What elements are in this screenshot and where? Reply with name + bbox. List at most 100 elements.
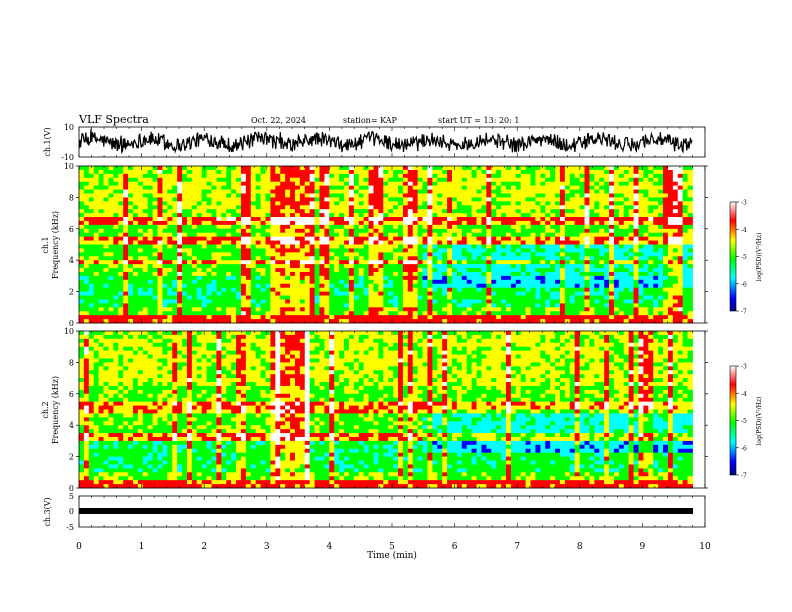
spectrogram-cell (250, 197, 257, 202)
spectrogram-cell (687, 185, 693, 190)
spectrogram-cell (505, 213, 512, 218)
spectrogram-cell (93, 252, 100, 257)
spectrogram-cell (383, 220, 389, 226)
spectrogram-cell (93, 319, 100, 324)
spectrogram-cell (113, 240, 119, 245)
spectrogram-cell (319, 264, 325, 269)
spectrogram-cell (304, 166, 311, 171)
spectrogram-cell (245, 295, 252, 300)
spectrogram-cell (363, 224, 369, 230)
spectrogram-cell (510, 283, 517, 289)
spectrogram-cell (123, 256, 129, 261)
spectrogram-cell (304, 268, 311, 273)
spectrogram-cell (118, 283, 124, 289)
spectrogram-cell (236, 256, 242, 261)
spectrogram-cell (373, 291, 379, 296)
spectrogram-cell (452, 303, 458, 308)
spectrogram-cell (525, 201, 531, 206)
spectrogram-cell (294, 299, 301, 304)
spectrogram-cell (290, 279, 296, 285)
spectrogram-cell (285, 252, 291, 257)
spectrogram-cell (231, 193, 237, 198)
spectrogram-cell (604, 177, 610, 183)
spectrogram-cell (672, 264, 679, 269)
spectrogram-cell (383, 185, 389, 190)
spectrogram-cell (535, 264, 541, 269)
spectrogram-cell (339, 193, 345, 198)
spectrogram-cell (432, 189, 438, 194)
spectrogram-cell (393, 213, 399, 218)
spectrogram-cell (299, 201, 306, 206)
spectrogram-cell (93, 173, 100, 179)
spectrogram-cell (658, 181, 664, 187)
spectrogram-cell (373, 220, 379, 226)
spectrogram-cell (113, 228, 119, 234)
spectrogram-cell (535, 279, 541, 285)
spectrogram-cell (530, 189, 536, 194)
spectrogram-cell (613, 232, 620, 238)
spectrogram-cell (574, 193, 580, 198)
spectrogram-cell (191, 244, 198, 249)
spectrogram-cell (402, 217, 409, 222)
spectrogram-cell (501, 232, 507, 238)
spectrogram-cell (157, 193, 163, 198)
spectrogram-cell (196, 260, 203, 265)
spectrogram-cell (658, 303, 664, 308)
spectrogram-cell (79, 279, 85, 285)
spectrogram-cell (137, 181, 144, 187)
spectrogram-cell (93, 205, 100, 210)
spectrogram-cell (206, 166, 212, 171)
spectrogram-cell (191, 232, 198, 238)
spectrogram-cell (648, 197, 654, 202)
spectrogram-cell (481, 315, 487, 320)
spectrogram-cell (520, 232, 527, 238)
spectrogram-cell (103, 197, 109, 202)
spectrogram-cell (393, 279, 399, 285)
spectrogram-cell (574, 303, 580, 308)
spectrogram-cell (344, 256, 350, 261)
spectrogram-cell (407, 213, 414, 218)
spectrogram-cell (201, 236, 208, 241)
spectrogram-cell (569, 287, 576, 293)
spectrogram-cell (319, 283, 325, 289)
spectrogram-cell (388, 232, 394, 238)
spectrogram-cell (216, 252, 222, 257)
spectrogram-cell (250, 279, 257, 285)
spectrogram-cell (672, 181, 679, 187)
spectrogram-cell (132, 315, 139, 320)
spectrogram-cell (182, 177, 188, 183)
spectrogram-cell (491, 232, 497, 238)
spectrogram-cell (329, 299, 335, 304)
spectrogram-cell (280, 217, 286, 222)
spectrogram-cell (643, 315, 649, 320)
spectrogram-cell (294, 260, 301, 265)
spectrogram-cell (613, 228, 620, 234)
spectrogram-cell (353, 248, 360, 253)
spectrogram-cell (618, 213, 625, 218)
spectrogram-cell (201, 264, 208, 269)
spectrogram-cell (550, 181, 556, 187)
spectrogram-cell (432, 213, 438, 218)
spectrogram-cell (378, 185, 384, 190)
spectrogram-cell (638, 268, 644, 273)
spectrogram-cell (368, 248, 374, 253)
spectrogram-cell (501, 307, 507, 312)
spectrogram-cell (486, 260, 492, 265)
spectrogram-cell (182, 248, 188, 253)
spectrogram-cell (88, 205, 95, 210)
spectrogram-cell (191, 279, 198, 285)
spectrogram-cell (177, 240, 183, 245)
spectrogram-cell (658, 295, 664, 300)
spectrogram-cell (83, 224, 90, 230)
spectrogram-cell (432, 315, 438, 320)
spectrogram-cell (344, 224, 350, 230)
spectrogram-cell (545, 240, 551, 245)
spectrogram-cell (574, 252, 580, 257)
spectrogram-cell (481, 279, 487, 285)
spectrogram-cell (540, 283, 546, 289)
spectrogram-cell (309, 307, 315, 312)
spectrogram-cell (275, 248, 281, 253)
spectrogram-cell (344, 193, 350, 198)
spectrogram-cell (422, 166, 428, 171)
spectrogram-cell (196, 319, 203, 324)
